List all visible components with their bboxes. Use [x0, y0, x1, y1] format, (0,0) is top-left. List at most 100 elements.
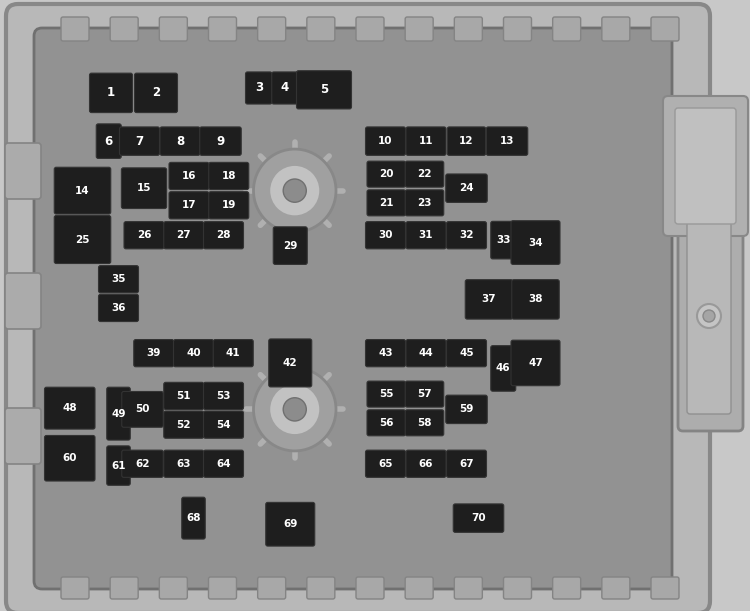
FancyBboxPatch shape — [159, 577, 188, 599]
Text: 56: 56 — [379, 418, 394, 428]
Text: 53: 53 — [216, 391, 231, 401]
Text: 35: 35 — [111, 274, 126, 284]
FancyBboxPatch shape — [200, 127, 242, 155]
Text: 24: 24 — [459, 183, 474, 193]
Text: 42: 42 — [283, 358, 298, 368]
Text: 61: 61 — [111, 461, 126, 470]
Text: 63: 63 — [176, 459, 191, 469]
FancyBboxPatch shape — [512, 280, 560, 319]
Text: 22: 22 — [417, 169, 432, 179]
Text: 29: 29 — [283, 241, 298, 251]
Text: 21: 21 — [379, 198, 394, 208]
Ellipse shape — [254, 149, 336, 232]
FancyBboxPatch shape — [405, 410, 444, 436]
FancyBboxPatch shape — [454, 577, 482, 599]
FancyBboxPatch shape — [203, 450, 244, 477]
Text: 46: 46 — [496, 364, 511, 373]
Text: 62: 62 — [135, 459, 150, 469]
Text: 47: 47 — [528, 358, 543, 368]
Text: 34: 34 — [528, 238, 543, 247]
FancyBboxPatch shape — [258, 577, 286, 599]
Text: 69: 69 — [283, 519, 298, 529]
FancyBboxPatch shape — [106, 446, 130, 485]
Text: 66: 66 — [419, 459, 434, 469]
Text: 64: 64 — [216, 459, 231, 469]
FancyBboxPatch shape — [164, 382, 204, 409]
Text: 4: 4 — [280, 81, 290, 95]
Text: 6: 6 — [104, 134, 112, 148]
FancyBboxPatch shape — [503, 577, 532, 599]
FancyBboxPatch shape — [164, 411, 204, 438]
FancyBboxPatch shape — [406, 450, 446, 477]
FancyBboxPatch shape — [367, 190, 406, 216]
FancyBboxPatch shape — [307, 577, 334, 599]
FancyBboxPatch shape — [173, 340, 214, 367]
FancyBboxPatch shape — [159, 17, 188, 41]
FancyBboxPatch shape — [553, 577, 580, 599]
FancyBboxPatch shape — [169, 163, 209, 189]
FancyBboxPatch shape — [446, 340, 487, 367]
Text: 49: 49 — [111, 409, 126, 419]
FancyBboxPatch shape — [61, 17, 89, 41]
Ellipse shape — [269, 165, 320, 216]
Text: 45: 45 — [459, 348, 474, 358]
Text: 3: 3 — [255, 81, 262, 95]
Text: 1: 1 — [107, 86, 115, 100]
FancyBboxPatch shape — [465, 280, 513, 319]
Ellipse shape — [269, 384, 320, 435]
FancyBboxPatch shape — [405, 577, 433, 599]
Text: 11: 11 — [419, 136, 434, 146]
FancyBboxPatch shape — [511, 221, 560, 265]
FancyBboxPatch shape — [511, 340, 560, 386]
Text: 7: 7 — [136, 134, 143, 148]
Text: 8: 8 — [176, 134, 184, 148]
FancyBboxPatch shape — [44, 387, 95, 429]
FancyBboxPatch shape — [365, 222, 406, 249]
Text: 19: 19 — [221, 200, 236, 210]
Text: 40: 40 — [186, 348, 201, 358]
Text: 39: 39 — [146, 348, 161, 358]
Text: 57: 57 — [417, 389, 432, 399]
Text: 33: 33 — [496, 235, 511, 245]
FancyBboxPatch shape — [453, 504, 504, 532]
FancyBboxPatch shape — [209, 192, 249, 219]
Ellipse shape — [284, 398, 306, 421]
FancyBboxPatch shape — [34, 28, 672, 589]
FancyBboxPatch shape — [365, 127, 406, 155]
FancyBboxPatch shape — [122, 168, 166, 208]
FancyBboxPatch shape — [96, 124, 122, 158]
FancyBboxPatch shape — [5, 143, 41, 199]
FancyBboxPatch shape — [367, 410, 406, 436]
Text: 23: 23 — [417, 198, 432, 208]
FancyBboxPatch shape — [490, 221, 516, 259]
FancyBboxPatch shape — [365, 450, 406, 477]
FancyBboxPatch shape — [5, 273, 41, 329]
Text: 43: 43 — [378, 348, 393, 358]
Text: 25: 25 — [75, 235, 90, 244]
FancyBboxPatch shape — [651, 17, 679, 41]
FancyBboxPatch shape — [405, 381, 444, 407]
FancyBboxPatch shape — [44, 436, 95, 481]
Text: 13: 13 — [500, 136, 514, 146]
FancyBboxPatch shape — [446, 174, 488, 202]
FancyBboxPatch shape — [651, 577, 679, 599]
FancyBboxPatch shape — [602, 577, 630, 599]
Text: 14: 14 — [75, 186, 90, 196]
Text: 30: 30 — [378, 230, 393, 240]
FancyBboxPatch shape — [164, 222, 204, 249]
FancyBboxPatch shape — [203, 382, 244, 409]
FancyBboxPatch shape — [203, 411, 244, 438]
FancyBboxPatch shape — [367, 161, 406, 187]
Text: 50: 50 — [135, 404, 150, 414]
FancyBboxPatch shape — [446, 222, 487, 249]
FancyBboxPatch shape — [245, 72, 272, 104]
Ellipse shape — [284, 179, 306, 202]
FancyBboxPatch shape — [203, 222, 244, 249]
FancyBboxPatch shape — [122, 392, 164, 427]
FancyBboxPatch shape — [405, 17, 433, 41]
Text: 31: 31 — [419, 230, 434, 240]
Text: 5: 5 — [320, 83, 328, 97]
Text: 37: 37 — [482, 295, 496, 304]
Text: 48: 48 — [62, 403, 77, 413]
FancyBboxPatch shape — [110, 577, 138, 599]
